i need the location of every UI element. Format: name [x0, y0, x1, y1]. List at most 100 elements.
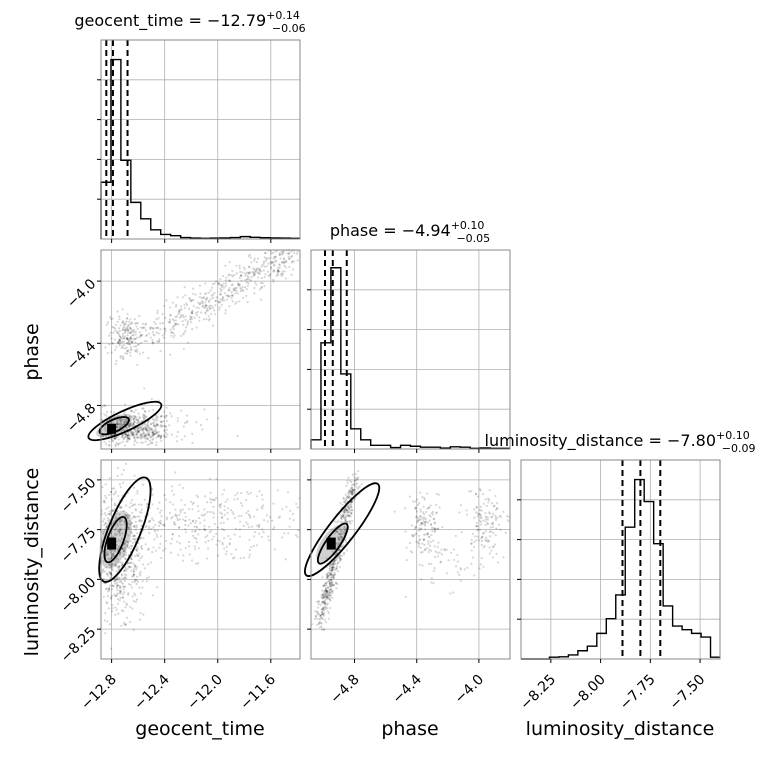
scatter-point-phase-geocent [175, 435, 178, 438]
scatter-point-phase-geocent [149, 326, 152, 329]
scatter-point-phase-geocent [217, 417, 220, 420]
scatter-point-ld-phase [317, 622, 320, 625]
scatter-point-ld-geocent [182, 554, 185, 557]
scatter-point-phase-geocent [240, 279, 243, 282]
scatter-point-phase-geocent [114, 348, 117, 351]
scatter-point-phase-geocent [120, 436, 123, 439]
scatter-point-phase-geocent [175, 440, 179, 443]
scatter-point-phase-geocent [118, 338, 122, 341]
scatter-point-ld-geocent [138, 559, 141, 562]
scatter-point-phase-geocent [121, 308, 124, 311]
scatter-point-phase-geocent [145, 428, 148, 432]
scatter-point-ld-geocent [195, 525, 198, 528]
scatter-point-ld-phase [325, 595, 329, 598]
scatter-point-ld-phase [494, 534, 497, 537]
scatter-point-phase-geocent [189, 317, 192, 320]
scatter-point-ld-geocent [226, 511, 229, 514]
scatter-point-phase-geocent [132, 334, 135, 337]
scatter-point-phase-geocent [149, 327, 152, 331]
scatter-point-phase-geocent [153, 433, 156, 436]
scatter-point-ld-phase [351, 500, 354, 503]
scatter-point-ld-phase [433, 567, 436, 570]
scatter-point-ld-phase [485, 536, 488, 539]
scatter-point-phase-geocent [127, 425, 131, 428]
x-tick-label-luminosity_distance: −8.00 [567, 672, 609, 714]
scatter-point-phase-geocent [101, 435, 104, 438]
scatter-point-phase-geocent [240, 274, 243, 277]
scatter-point-ld-phase [319, 614, 322, 617]
scatter-point-ld-geocent [147, 527, 150, 530]
scatter-point-ld-phase [352, 488, 355, 491]
scatter-point-ld-geocent [109, 573, 113, 576]
scatter-point-phase-geocent [231, 294, 234, 297]
scatter-point-ld-geocent [204, 535, 207, 539]
scatter-point-ld-phase [428, 548, 431, 551]
scatter-point-ld-phase [330, 573, 333, 576]
scatter-point-ld-phase [478, 488, 481, 491]
scatter-point-ld-phase [338, 548, 341, 551]
scatter-point-phase-geocent [248, 271, 251, 274]
scatter-point-phase-geocent [165, 425, 168, 428]
scatter-point-phase-geocent [228, 279, 231, 282]
scatter-point-ld-phase [358, 485, 361, 488]
scatter-point-ld-geocent [239, 557, 242, 560]
scatter-point-phase-geocent [119, 420, 122, 423]
scatter-point-ld-phase [324, 621, 328, 624]
scatter-point-ld-phase [435, 492, 438, 495]
scatter-point-phase-geocent [190, 311, 193, 314]
scatter-point-ld-geocent [102, 577, 106, 580]
scatter-point-ld-phase [351, 486, 354, 489]
scatter-point-ld-phase [344, 509, 347, 512]
scatter-point-phase-geocent [121, 440, 124, 443]
scatter-point-phase-geocent [135, 431, 139, 434]
scatter-point-ld-phase [329, 591, 332, 595]
scatter-point-ld-geocent [127, 522, 130, 525]
scatter-point-phase-geocent [132, 411, 136, 414]
scatter-point-phase-geocent [220, 285, 223, 289]
scatter-point-phase-geocent [140, 425, 144, 428]
scatter-point-ld-geocent [120, 563, 123, 566]
scatter-point-ld-geocent [123, 543, 126, 546]
scatter-point-phase-geocent [215, 296, 218, 299]
scatter-point-phase-geocent [144, 416, 147, 419]
scatter-point-phase-geocent [287, 252, 291, 255]
scatter-point-phase-geocent [117, 342, 120, 345]
scatter-point-ld-geocent [134, 509, 138, 512]
scatter-point-ld-phase [490, 530, 493, 533]
scatter-point-ld-geocent [134, 564, 137, 567]
scatter-point-ld-geocent [114, 594, 117, 598]
scatter-point-ld-geocent [104, 632, 107, 635]
scatter-point-ld-geocent [209, 491, 212, 494]
scatter-point-phase-geocent [132, 435, 135, 438]
scatter-point-ld-phase [343, 525, 346, 528]
scatter-point-ld-phase [331, 583, 334, 586]
scatter-point-phase-geocent [137, 436, 140, 439]
scatter-point-ld-geocent [170, 485, 174, 488]
scatter-point-ld-geocent [135, 568, 138, 571]
scatter-point-ld-geocent [127, 514, 130, 517]
scatter-point-phase-geocent [252, 267, 255, 270]
scatter-point-ld-geocent [112, 584, 115, 588]
scatter-point-ld-geocent [208, 477, 211, 480]
scatter-point-phase-geocent [104, 426, 107, 429]
scatter-point-ld-phase [351, 488, 355, 491]
scatter-point-ld-geocent [118, 565, 121, 568]
scatter-point-ld-geocent [240, 491, 243, 495]
scatter-point-phase-geocent [190, 310, 194, 313]
scatter-point-ld-phase [317, 600, 320, 603]
scatter-point-phase-geocent [232, 288, 235, 291]
scatter-point-phase-geocent [253, 268, 256, 271]
scatter-point-ld-phase [494, 508, 498, 512]
scatter-point-ld-geocent [156, 507, 160, 510]
scatter-point-phase-geocent [250, 275, 253, 279]
scatter-point-phase-geocent [288, 265, 291, 269]
scatter-point-ld-phase [339, 532, 342, 536]
scatter-point-ld-phase [319, 615, 322, 618]
scatter-point-phase-geocent [142, 417, 146, 420]
scatter-point-phase-geocent [141, 441, 144, 444]
scatter-point-phase-geocent [188, 297, 191, 300]
scatter-point-phase-geocent [135, 432, 138, 435]
scatter-point-phase-geocent [135, 321, 138, 325]
scatter-point-ld-phase [318, 621, 321, 625]
scatter-point-ld-geocent [193, 536, 196, 539]
